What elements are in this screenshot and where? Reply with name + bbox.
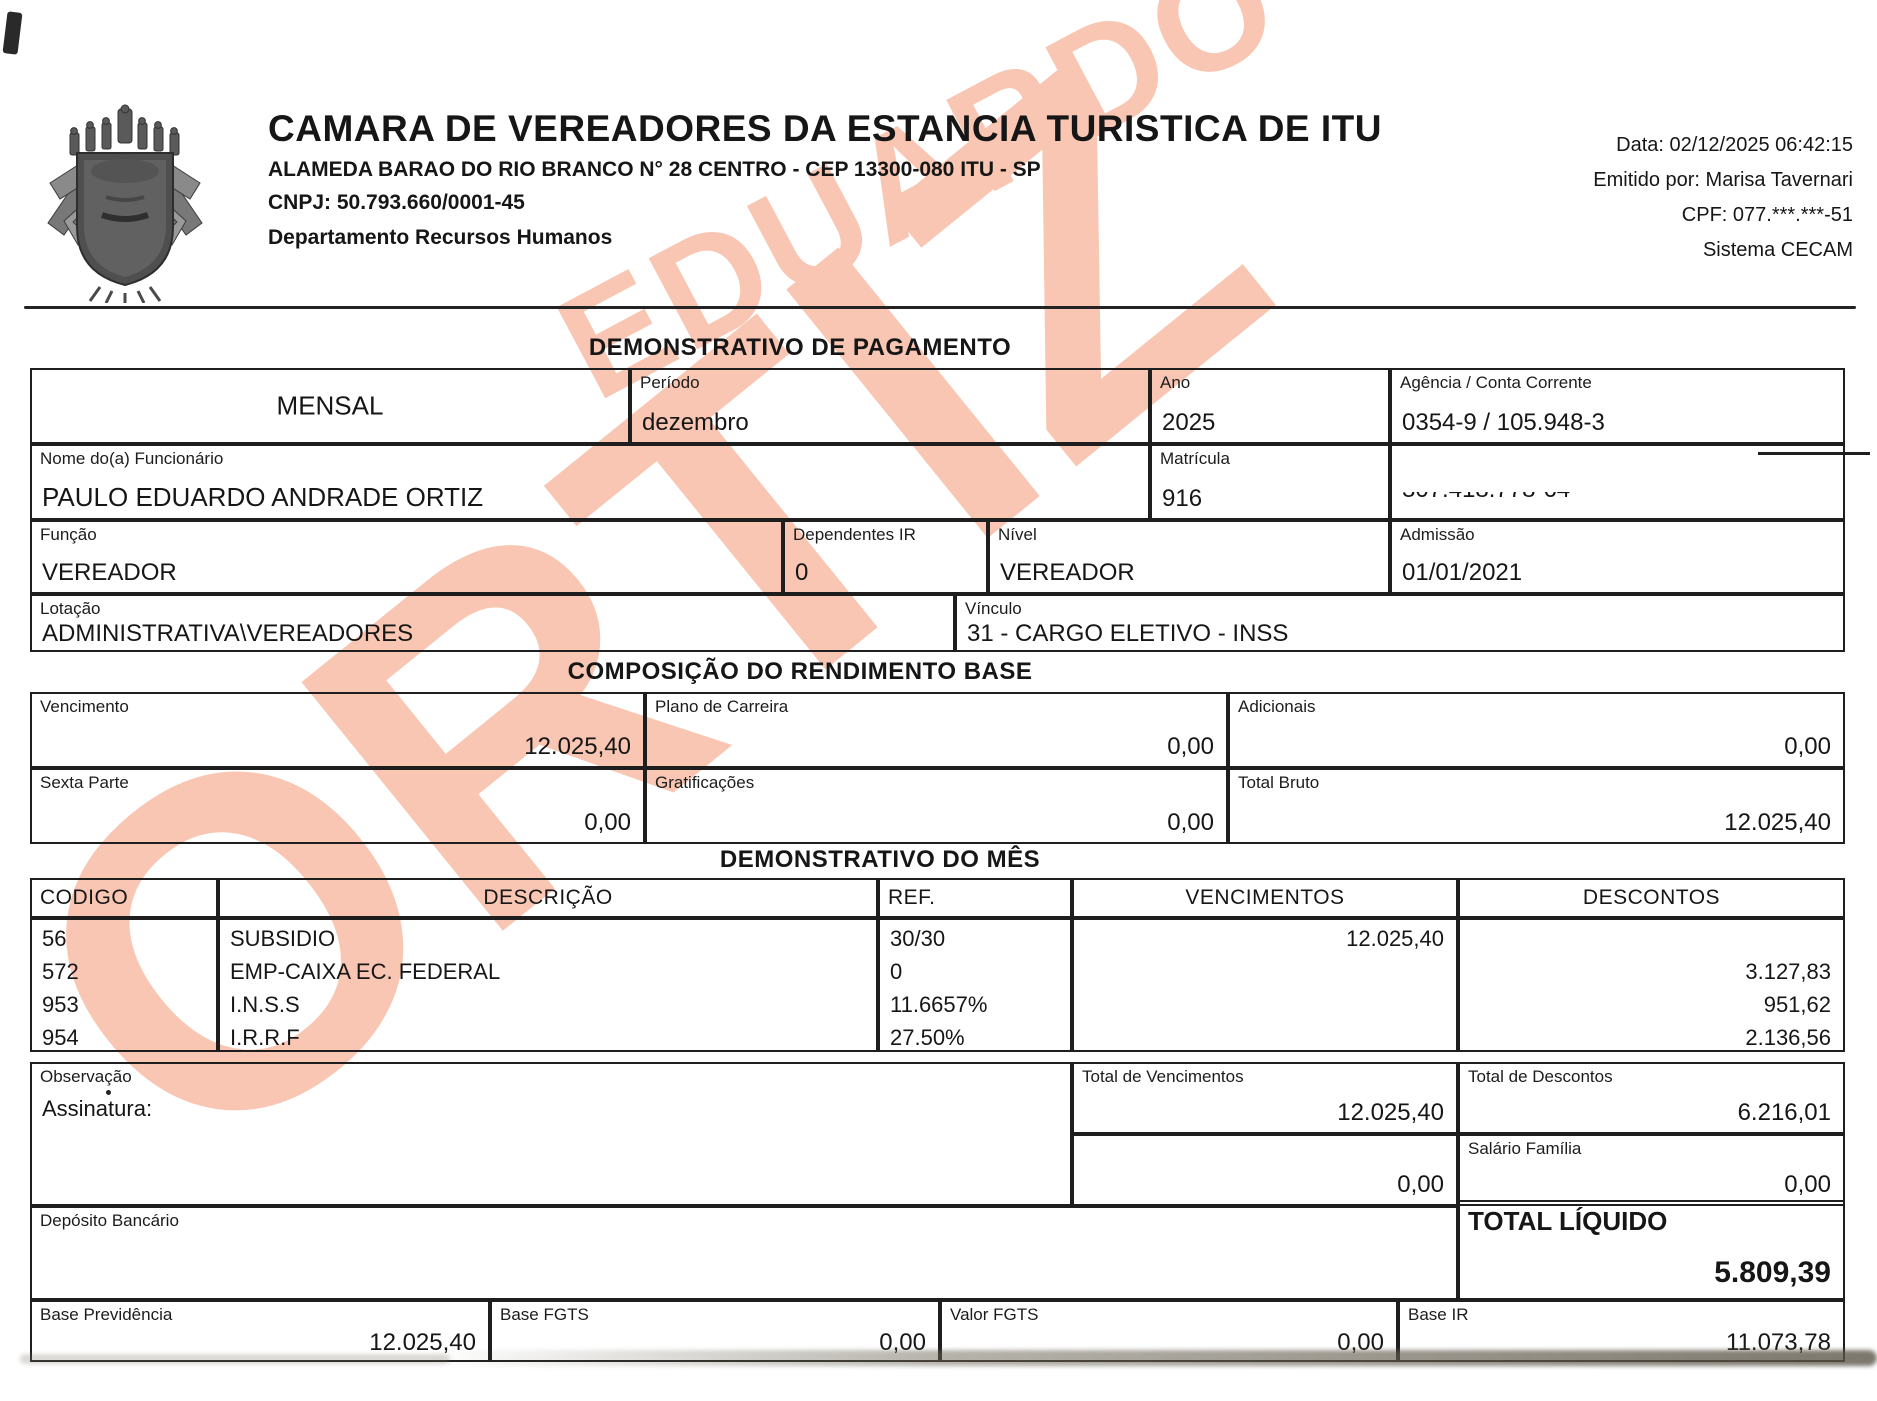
ano-value: 2025 <box>1162 409 1216 436</box>
print-meta: Data: 02/12/2025 06:42:15 Emitido por: M… <box>1433 128 1853 268</box>
field-adicionais: Adicionais 0,00 <box>1228 692 1845 768</box>
org-cnpj: CNPJ: 50.793.660/0001-45 <box>268 191 525 214</box>
row-codigo: 953 <box>42 992 79 1017</box>
org-address: ALAMEDA BARAO DO RIO BRANCO N° 28 CENTRO… <box>268 158 1041 181</box>
row-descricao: I.R.R.F <box>230 1025 300 1050</box>
printed-by: Emitido por: Marisa Tavernari <box>1593 169 1853 191</box>
org-department: Departamento Recursos Humanos <box>268 226 613 249</box>
cpf-redacted-value: 307.418.778-64 <box>1402 492 1570 504</box>
section-title-composicao: COMPOSIÇÃO DO RENDIMENTO BASE <box>567 658 1033 685</box>
total-vencimentos-value: 12.025,40 <box>1337 1099 1444 1126</box>
header-divider <box>24 306 1856 309</box>
plano-carreira-value: 0,00 <box>1167 733 1214 760</box>
city-crest-logo <box>30 103 220 308</box>
field-deposito-bancario: Depósito Bancário <box>30 1206 1458 1300</box>
scan-smudge <box>430 1350 1877 1366</box>
row-desconto-valor: 2.136,56 <box>1745 1025 1831 1050</box>
field-funcao: Função VEREADOR <box>30 520 783 594</box>
row-descricao: EMP-CAIXA EC. FEDERAL <box>230 959 501 984</box>
col-descontos: 3.127,83 951,62 2.136,56 <box>1458 918 1845 1052</box>
scan-smudge <box>20 1354 450 1364</box>
col-header-descricao: DESCRIÇÃO <box>218 878 878 918</box>
sexta-parte-value: 0,00 <box>584 809 631 836</box>
assinatura-label: Assinatura: <box>42 1096 153 1121</box>
vinculo-value: 31 - CARGO ELETIVO - INSS <box>967 620 1289 647</box>
row-ref: 0 <box>890 959 903 984</box>
agencia-conta-value: 0354-9 / 105.948-3 <box>1402 409 1605 436</box>
total-liquido-value: 5.809,39 <box>1714 1256 1831 1289</box>
funcao-value: VEREADOR <box>42 559 177 586</box>
col-descricao: SUBSIDIO EMP-CAIXA EC. FEDERAL I.N.S.S I… <box>218 918 878 1052</box>
gratificacoes-value: 0,00 <box>1167 809 1214 836</box>
field-sexta-parte: Sexta Parte 0,00 <box>30 768 645 844</box>
row-ref: 11.6657% <box>890 992 988 1017</box>
row-codigo: 572 <box>42 959 79 984</box>
field-cpf-funcionario: 307.418.778-64 <box>1390 444 1845 520</box>
nivel-value: VEREADOR <box>1000 559 1135 586</box>
row-descricao: SUBSIDIO <box>230 926 336 951</box>
field-nome-funcionario: Nome do(a) Funcionário PAULO EDUARDO AND… <box>30 444 1150 520</box>
field-periodo: Período dezembro <box>630 368 1150 444</box>
field-gratificacoes: Gratificações 0,00 <box>645 768 1228 844</box>
field-agencia-conta: Agência / Conta Corrente 0354-9 / 105.94… <box>1390 368 1845 444</box>
ink-dot-artifact <box>106 1090 111 1095</box>
print-date: Data: 02/12/2025 06:42:15 <box>1616 134 1853 156</box>
row-codigo: 56 <box>42 926 67 951</box>
field-base-previdencia: Base Previdência 12.025,40 <box>30 1300 490 1362</box>
tipo-folha-value: MENSAL <box>276 390 384 421</box>
lotacao-value: ADMINISTRATIVA\VEREADORES <box>42 620 414 647</box>
vencimento-value: 12.025,40 <box>524 733 631 760</box>
scan-corner-artifact <box>2 11 23 55</box>
row-ref: 30/30 <box>890 926 946 951</box>
col-header-descontos: DESCONTOS <box>1458 878 1845 918</box>
scan-line-artifact <box>1758 452 1870 455</box>
col-header-codigo: CODIGO <box>30 878 218 918</box>
field-total-liquido: TOTAL LÍQUIDO 5.809,39 <box>1458 1200 1845 1300</box>
field-total-descontos: Total de Descontos 6.216,01 <box>1458 1062 1845 1134</box>
total-descontos-value: 6.216,01 <box>1737 1099 1831 1126</box>
row-desconto-valor: 951,62 <box>1763 992 1831 1017</box>
nome-funcionario-value: PAULO EDUARDO ANDRADE ORTIZ <box>42 482 484 512</box>
org-name: CAMARA DE VEREADORES DA ESTANCIA TURISTI… <box>268 108 1382 149</box>
col-ref: 30/30 0 11.6657% 27.50% <box>878 918 1072 1052</box>
row-ref: 27.50% <box>890 1025 965 1050</box>
field-dependentes-ir: Dependentes IR 0 <box>783 520 988 594</box>
periodo-value: dezembro <box>642 409 749 436</box>
row-codigo: 954 <box>42 1025 79 1050</box>
dependentes-ir-value: 0 <box>795 559 809 586</box>
section-title-mes: DEMONSTRATIVO DO MÊS <box>719 846 1041 873</box>
col-header-vencimentos: VENCIMENTOS <box>1072 878 1458 918</box>
salario-familia-value: 0,00 <box>1784 1171 1831 1198</box>
row-desconto-valor: 3.127,83 <box>1745 959 1831 984</box>
field-total-vencimentos: Total de Vencimentos 12.025,40 <box>1072 1062 1458 1134</box>
printer-cpf: CPF: 077.***.***-51 <box>1681 204 1853 226</box>
field-matricula: Matrícula 916 <box>1150 444 1390 520</box>
outros-value: 0,00 <box>1397 1171 1444 1198</box>
total-bruto-value: 12.025,40 <box>1724 809 1831 836</box>
field-observacao: Observação Assinatura: <box>30 1062 1072 1206</box>
field-vinculo: Vínculo 31 - CARGO ELETIVO - INSS <box>955 594 1845 652</box>
field-outros: 0,00 <box>1072 1134 1458 1206</box>
field-total-bruto: Total Bruto 12.025,40 <box>1228 768 1845 844</box>
field-admissao: Admissão 01/01/2021 <box>1390 520 1845 594</box>
row-vencimento-valor: 12.025,40 <box>1346 926 1444 951</box>
admissao-value: 01/01/2021 <box>1402 559 1523 586</box>
field-tipo-folha: MENSAL <box>30 368 630 444</box>
col-vencimentos: 12.025,40 <box>1072 918 1458 1052</box>
field-lotacao: Lotação ADMINISTRATIVA\VEREADORES <box>30 594 955 652</box>
field-ano: Ano 2025 <box>1150 368 1390 444</box>
adicionais-value: 0,00 <box>1784 733 1831 760</box>
field-vencimento: Vencimento 12.025,40 <box>30 692 645 768</box>
row-descricao: I.N.S.S <box>230 992 300 1017</box>
field-salario-familia: Salário Família 0,00 <box>1458 1134 1845 1206</box>
field-nivel: Nível VEREADOR <box>988 520 1390 594</box>
col-codigo: 56 572 953 954 <box>30 918 218 1052</box>
matricula-value: 916 <box>1162 485 1203 512</box>
field-plano-carreira: Plano de Carreira 0,00 <box>645 692 1228 768</box>
col-header-ref: REF. <box>878 878 1072 918</box>
section-title-pagamento: DEMONSTRATIVO DE PAGAMENTO <box>588 334 1012 361</box>
system-name: Sistema CECAM <box>1702 239 1853 261</box>
